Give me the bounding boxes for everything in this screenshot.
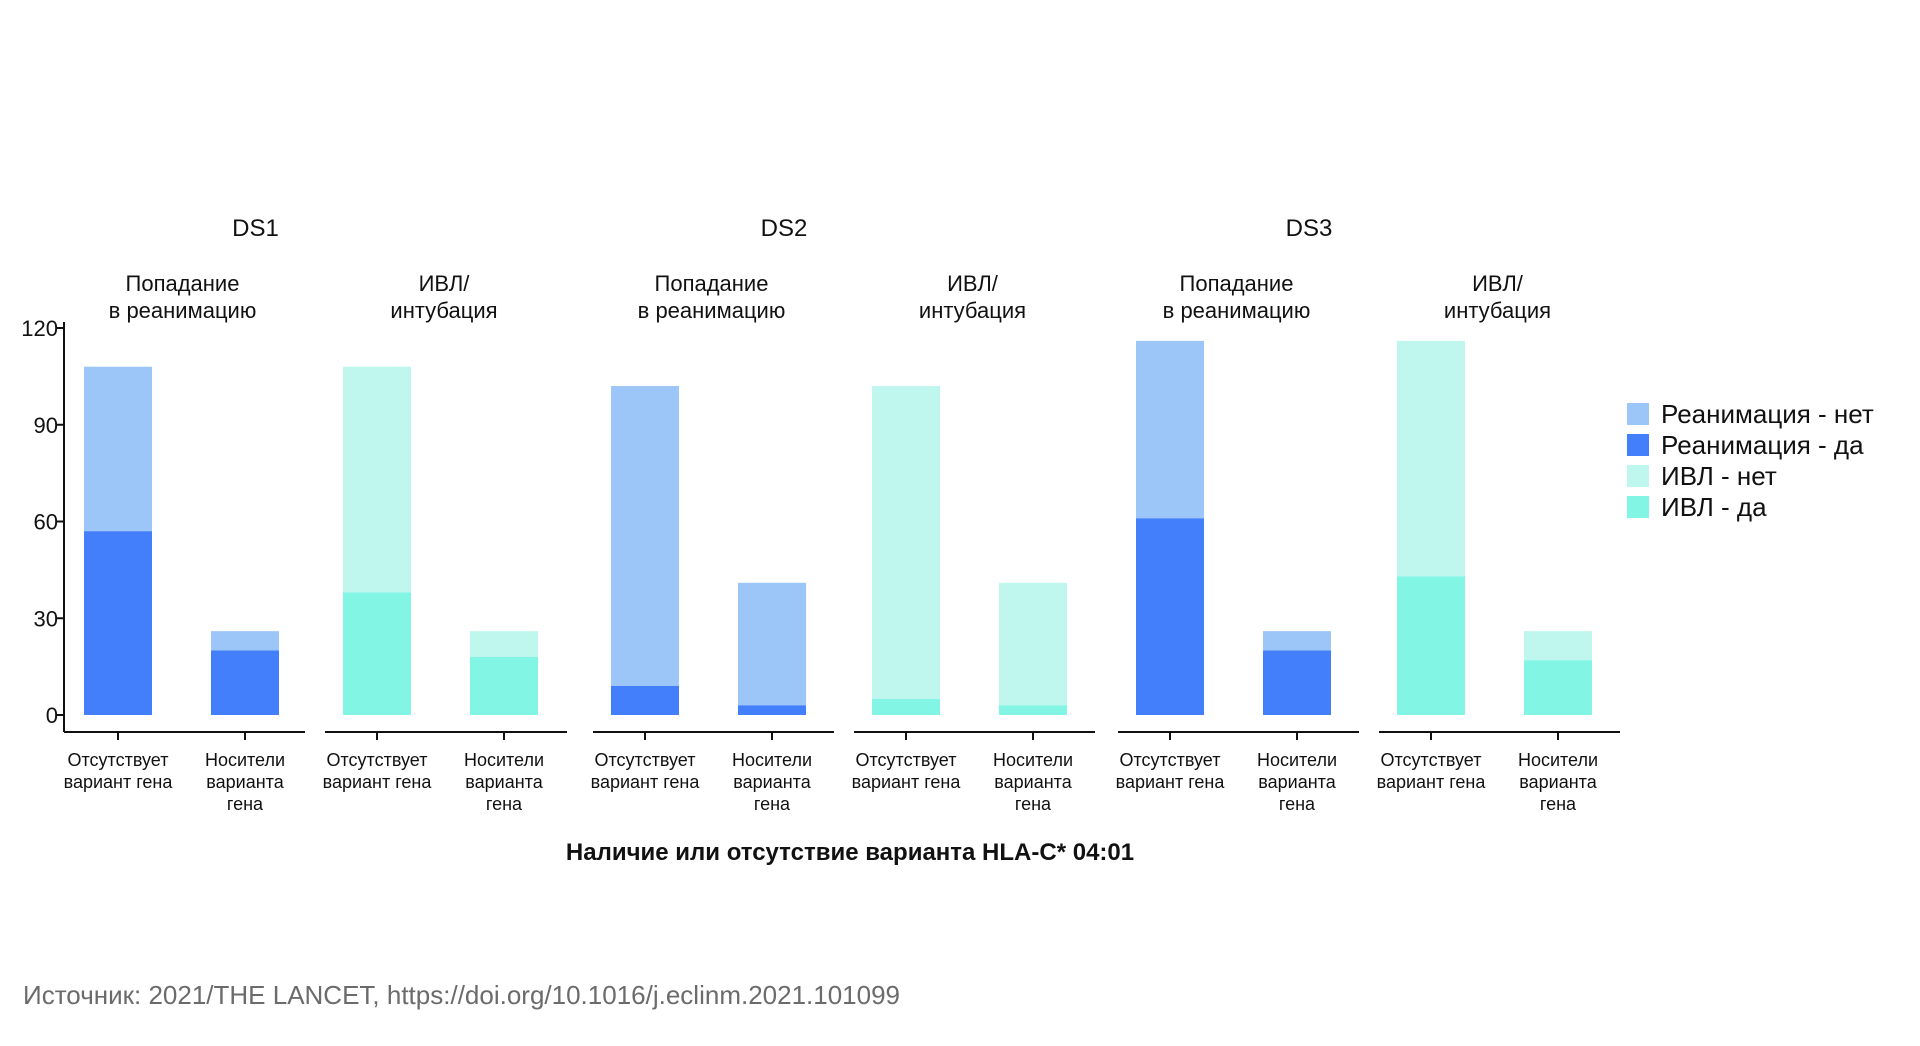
x-tick-label: гена xyxy=(754,794,791,814)
legend-label: ИВЛ - нет xyxy=(1661,461,1777,491)
x-tick-label: Отсутствует xyxy=(327,750,428,770)
legend-swatch xyxy=(1627,434,1649,456)
bar-segment-yes xyxy=(1136,518,1204,715)
legend-label: Реанимация - да xyxy=(1661,430,1864,460)
panel-title: ИВЛ/ xyxy=(1472,271,1524,296)
x-tick-label: варианта xyxy=(1258,772,1336,792)
bar-segment-yes xyxy=(470,656,538,715)
x-tick-label: вариант гена xyxy=(64,772,174,792)
bar-segment-no xyxy=(470,631,538,657)
panel-title: ИВЛ/ xyxy=(947,271,999,296)
bar-segment-no xyxy=(211,631,279,651)
bar-segment-no xyxy=(738,582,806,706)
x-tick-label: вариант гена xyxy=(591,772,701,792)
y-tick-label: 120 xyxy=(21,316,58,341)
bar-segment-yes xyxy=(999,705,1067,715)
bar-segment-yes xyxy=(211,650,279,715)
panel-title: интубация xyxy=(919,298,1026,323)
panel-title: в реанимацию xyxy=(1163,298,1311,323)
x-tick-label: варианта xyxy=(206,772,284,792)
x-tick-label: Отсутствует xyxy=(68,750,169,770)
y-tick-label: 30 xyxy=(34,606,58,631)
x-tick-label: варианта xyxy=(994,772,1072,792)
bar-segment-yes xyxy=(872,698,940,715)
x-tick-label: Носители xyxy=(205,750,285,770)
x-tick-label: гена xyxy=(1540,794,1577,814)
bar-segment-no xyxy=(1524,631,1592,661)
panel-title: Попадание xyxy=(655,271,769,296)
bar-segment-yes xyxy=(1263,650,1331,715)
bar-segment-yes xyxy=(1524,660,1592,715)
x-tick-label: варианта xyxy=(733,772,811,792)
x-tick-label: Носители xyxy=(464,750,544,770)
x-tick-label: Носители xyxy=(732,750,812,770)
bar-segment-yes xyxy=(738,705,806,715)
bar-segment-no xyxy=(1136,340,1204,519)
x-tick-label: гена xyxy=(227,794,264,814)
x-tick-label: Отсутствует xyxy=(595,750,696,770)
x-tick-label: вариант гена xyxy=(323,772,433,792)
x-tick-label: гена xyxy=(1015,794,1052,814)
panel-title: Попадание xyxy=(1180,271,1294,296)
x-tick-label: гена xyxy=(486,794,523,814)
legend-swatch xyxy=(1627,403,1649,425)
bar-segment-no xyxy=(611,386,679,686)
x-tick-label: Носители xyxy=(1518,750,1598,770)
x-tick-label: Отсутствует xyxy=(1120,750,1221,770)
bar-segment-no xyxy=(343,366,411,593)
legend-swatch xyxy=(1627,496,1649,518)
bar-segment-no xyxy=(1397,340,1465,577)
x-tick-label: Носители xyxy=(1257,750,1337,770)
x-tick-label: Носители xyxy=(993,750,1073,770)
legend-label: ИВЛ - да xyxy=(1661,492,1767,522)
x-tick-label: вариант гена xyxy=(1116,772,1226,792)
bar-segment-no xyxy=(1263,631,1331,651)
x-tick-label: варианта xyxy=(465,772,543,792)
bar-segment-no xyxy=(872,386,940,699)
legend-swatch xyxy=(1627,465,1649,487)
legend-label: Реанимация - нет xyxy=(1661,399,1874,429)
x-tick-label: Отсутствует xyxy=(856,750,957,770)
panel-title: ИВЛ/ xyxy=(419,271,471,296)
source-note: Источник: 2021/THE LANCET, https://doi.o… xyxy=(23,980,901,1010)
bar-segment-yes xyxy=(611,685,679,715)
panel-title: в реанимацию xyxy=(109,298,257,323)
bar-segment-no xyxy=(84,366,152,532)
x-tick-label: вариант гена xyxy=(852,772,962,792)
bar-segment-no xyxy=(999,582,1067,706)
x-tick-label: Отсутствует xyxy=(1381,750,1482,770)
x-tick-label: варианта xyxy=(1519,772,1597,792)
x-axis-label: Наличие или отсутствие варианта HLA-C* 0… xyxy=(566,839,1134,866)
dataset-title: DS2 xyxy=(761,215,808,242)
bar-segment-yes xyxy=(343,592,411,715)
y-tick-label: 90 xyxy=(34,413,58,438)
bar-segment-yes xyxy=(1397,576,1465,715)
panel-title: в реанимацию xyxy=(638,298,786,323)
y-tick-label: 0 xyxy=(46,703,58,728)
panel-title: интубация xyxy=(1444,298,1551,323)
y-tick-label: 60 xyxy=(34,510,58,535)
x-tick-label: вариант гена xyxy=(1377,772,1487,792)
panel-title: интубация xyxy=(390,298,497,323)
panel-title: Попадание xyxy=(126,271,240,296)
x-tick-label: гена xyxy=(1279,794,1316,814)
dataset-title: DS3 xyxy=(1286,215,1333,242)
bar-segment-yes xyxy=(84,531,152,715)
dataset-title: DS1 xyxy=(232,215,279,242)
